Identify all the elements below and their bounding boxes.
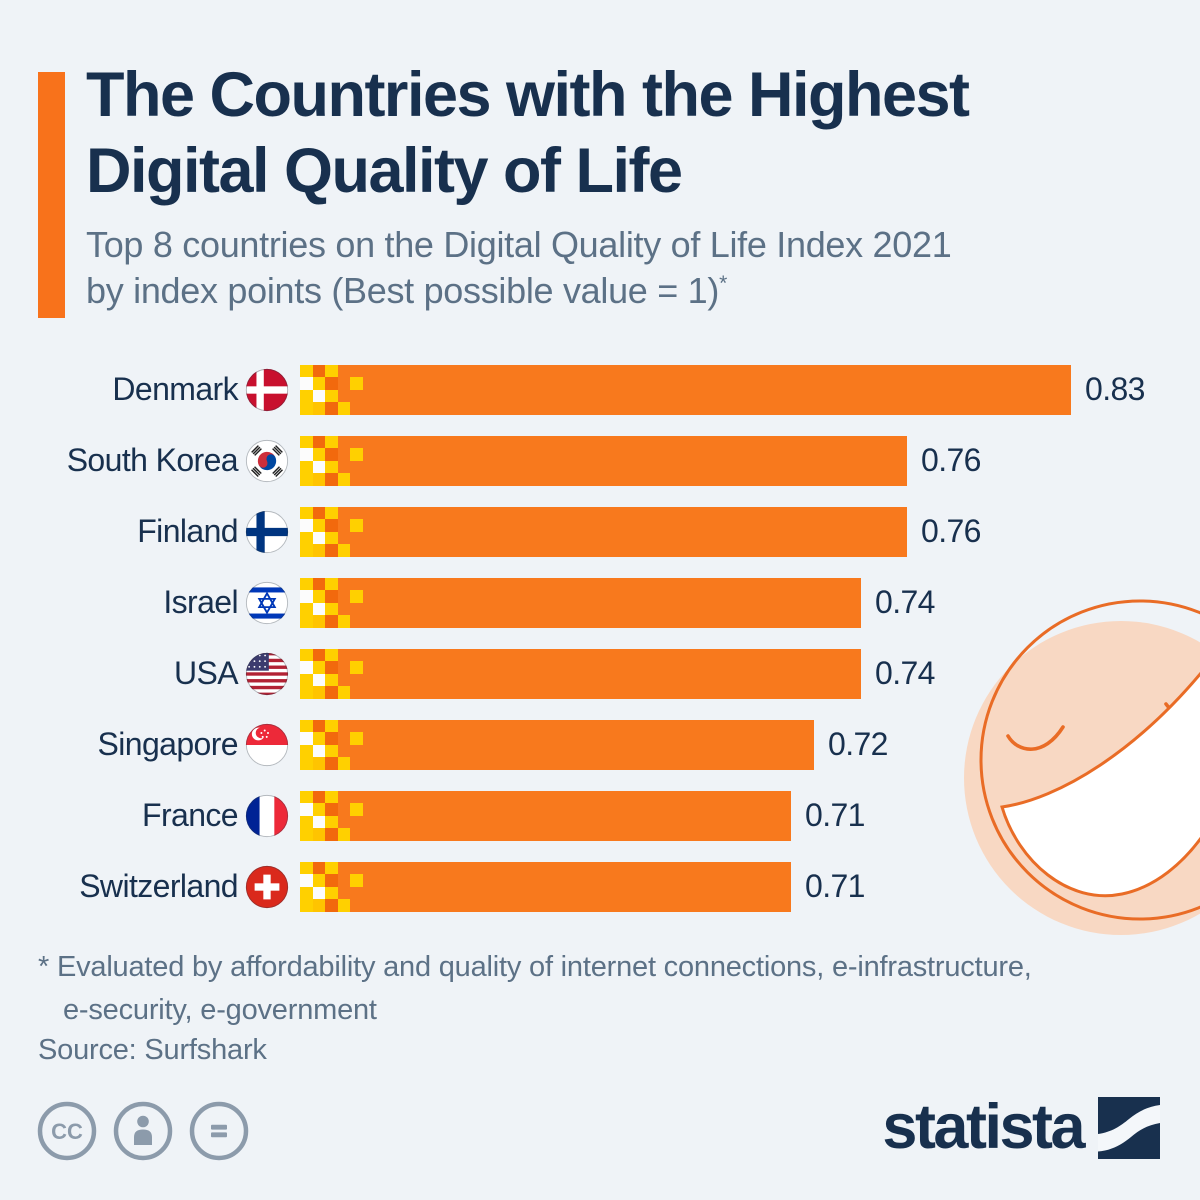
page-subtitle: Top 8 countries on the Digital Quality o… [86,222,1180,314]
statista-logo-icon [1098,1096,1160,1159]
country-label: South Korea [66,442,239,478]
flag-icon-singapore [245,723,289,767]
chart-row-singapore: Singapore 0.72 [0,709,1200,780]
bar-pixel-decoration [300,506,363,557]
flag-icon-south-korea [245,439,289,483]
country-label: Finland [137,513,238,549]
bar-pixel-decoration [300,790,363,841]
page-title-line-2: Digital Quality of Life [86,135,683,206]
bar-pixel-decoration [300,577,363,628]
statista-wordmark: statista [882,1092,1085,1162]
bar-chart: Denmark 0.83 South Korea 0.76 Finland 0.… [0,354,1200,922]
flag-icon-finland [245,510,289,554]
country-label: France [142,797,239,833]
bar-pixel-decoration [300,719,363,770]
value-label: 0.74 [875,655,935,691]
bar-pixel-decoration [300,435,363,486]
page-subtitle-line-2: by index points (Best possible value = 1… [86,270,727,312]
svg-text:CC: CC [51,1119,83,1144]
equal-sign-icon [189,1101,249,1161]
bar-switzerland [300,861,791,912]
value-label: 0.76 [921,513,981,549]
page-title: The Countries with the Highest Digital Q… [86,58,1180,209]
bar-pixel-decoration [300,648,363,699]
footnote: * Evaluated by affordability and quality… [38,946,1032,1032]
value-label: 0.71 [805,868,865,904]
bar-finland [300,506,907,557]
bar-israel [300,577,861,628]
cc-license-icons: CC [36,1100,250,1162]
flag-icon-denmark [245,368,289,412]
value-label: 0.83 [1085,371,1145,407]
flag-icon-israel [245,581,289,625]
cc-icon: CC [37,1101,97,1161]
footnote-line-1: * Evaluated by affordability and quality… [38,951,1032,983]
page-title-line-1: The Countries with the Highest [86,60,970,130]
bar-usa [300,648,861,699]
bar-denmark [300,364,1071,415]
bar-singapore [300,719,814,770]
flag-icon-switzerland [245,865,289,909]
chart-row-denmark: Denmark 0.83 [0,354,1200,425]
country-label: Singapore [97,726,239,762]
country-label: Israel [163,584,238,620]
source-line: Source: Surfshark [38,1034,267,1066]
bar-france [300,790,791,841]
country-label: USA [174,655,239,691]
footnote-marker: * [719,272,727,296]
footnote-line-2: e-security, e-government [63,993,377,1026]
header: The Countries with the Highest Digital Q… [86,58,1180,314]
bar-south-korea [300,435,907,486]
chart-row-france: France 0.71 [0,780,1200,851]
flag-icon-usa [245,652,289,696]
chart-row-finland: Finland 0.76 [0,496,1200,567]
country-label: Denmark [112,371,238,407]
value-label: 0.74 [875,584,935,620]
chart-row-switzerland: Switzerland 0.71 [0,851,1200,922]
title-accent-bar [38,72,65,318]
chart-row-south-korea: South Korea 0.76 [0,425,1200,496]
page-subtitle-line-1: Top 8 countries on the Digital Quality o… [86,224,952,266]
value-label: 0.72 [828,726,888,762]
statista-brand: statista [882,1096,1160,1159]
chart-row-usa: USA 0.74 [0,638,1200,709]
value-label: 0.76 [921,442,981,478]
value-label: 0.71 [805,797,865,833]
bar-pixel-decoration [300,861,363,912]
attribution-person-icon [113,1101,173,1161]
chart-row-israel: Israel 0.74 [0,567,1200,638]
flag-icon-france [245,794,289,838]
country-label: Switzerland [79,868,238,904]
bar-pixel-decoration [300,364,363,415]
